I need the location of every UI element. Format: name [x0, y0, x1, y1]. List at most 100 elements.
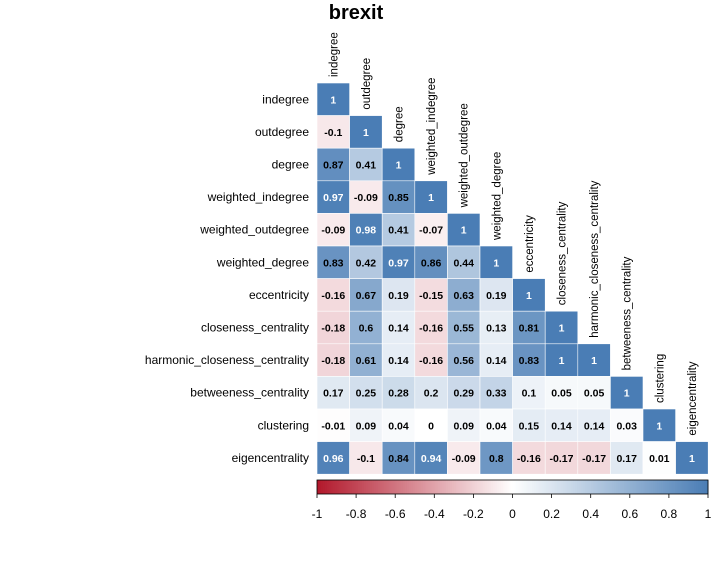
- column-label: eccentricity: [524, 215, 536, 273]
- column-label: outdegree: [361, 58, 373, 110]
- heatmap-cell: [577, 343, 611, 377]
- row-label: eigencentrality: [232, 451, 309, 465]
- column-label: closeness_centrality: [557, 201, 569, 305]
- cell-value-label: 0.05: [551, 388, 572, 400]
- colorbar-segment: [463, 480, 467, 494]
- colorbar-segment: [440, 480, 443, 494]
- heatmap-cell: [349, 278, 383, 312]
- colorbar-segment: [608, 480, 611, 494]
- colorbar-segment: [618, 480, 621, 494]
- heatmap-cell: [349, 376, 383, 410]
- colorbar-segment: [645, 480, 648, 494]
- row-label: weighted_degree: [216, 255, 309, 269]
- column-labels: indegree outdegree degree weighted_indegree…: [328, 32, 699, 435]
- cell-value-label: 0.14: [584, 420, 605, 432]
- colorbar-segment: [557, 480, 560, 494]
- colorbar-segment: [404, 480, 408, 494]
- colorbar-segment: [514, 480, 517, 494]
- colorbar-segment: [594, 480, 598, 494]
- cell-value-label: 0.09: [453, 420, 474, 432]
- heatmap-cell: [479, 245, 513, 279]
- colorbar-segment: [438, 480, 441, 494]
- colorbar-segment: [444, 480, 447, 494]
- colorbar-segment: [578, 480, 582, 494]
- colorbar-segment: [403, 480, 406, 494]
- colorbar-segment: [631, 480, 635, 494]
- cell-value-label: 1: [428, 192, 434, 204]
- colorbar-segment: [614, 480, 617, 494]
- cell-value-label: -0.16: [321, 290, 345, 302]
- colorbar-segment: [641, 480, 644, 494]
- cell-value-label: 0.81: [519, 323, 540, 335]
- colorbar-segment: [555, 480, 558, 494]
- colorbar-segment: [471, 480, 474, 494]
- heatmap-cell: [414, 278, 448, 312]
- cell-value-label: 1: [624, 388, 630, 400]
- colorbar-segment: [524, 480, 527, 494]
- colorbar-segment: [338, 480, 341, 494]
- column-label: harmonic_closeness_centrality: [589, 180, 601, 337]
- colorbar-segment: [688, 480, 691, 494]
- cell-value-label: 0.97: [323, 192, 344, 204]
- colorbar-tick-label: 1: [705, 507, 712, 521]
- colorbar-segment: [467, 480, 470, 494]
- heatmap-cell: [479, 343, 513, 377]
- column-label: degree: [394, 106, 406, 142]
- colorbar-segment: [424, 480, 427, 494]
- colorbar-segment: [545, 480, 549, 494]
- cell-value-label: 0.67: [356, 290, 377, 302]
- heatmap-cell: [447, 376, 481, 410]
- colorbar-segment: [596, 480, 600, 494]
- colorbar-segment: [406, 480, 410, 494]
- colorbar-segment: [377, 480, 381, 494]
- colorbar-segment: [412, 480, 416, 494]
- cell-value-label: 0.29: [453, 388, 474, 400]
- heatmap-cell: [577, 376, 611, 410]
- colorbar-segment: [385, 480, 388, 494]
- heatmap-cell: [479, 441, 513, 475]
- colorbar-segment: [657, 480, 660, 494]
- colorbar-segment: [320, 480, 324, 494]
- colorbar-segment: [659, 480, 662, 494]
- heatmap-cell: [316, 408, 350, 442]
- cell-value-label: 0.97: [388, 257, 409, 269]
- heatmap-cell: [381, 245, 416, 279]
- colorbar-segment: [324, 480, 328, 494]
- colorbar-segment: [610, 480, 613, 494]
- heatmap-cell: [316, 278, 350, 312]
- colorbar-segment: [461, 480, 465, 494]
- cell-value-label: -0.09: [452, 453, 476, 465]
- colorbar-segment: [363, 480, 367, 494]
- colorbar-segment: [383, 480, 386, 494]
- colorbar-segment: [336, 480, 340, 494]
- colorbar-segment: [490, 480, 494, 494]
- colorbar-segment: [647, 480, 650, 494]
- colorbar-segment: [365, 480, 369, 494]
- colorbar-segment: [600, 480, 603, 494]
- row-label: weighted_indegree: [207, 190, 310, 204]
- colorbar-segment: [483, 480, 486, 494]
- cell-value-label: 0.03: [616, 420, 637, 432]
- colorbar-segment: [559, 480, 562, 494]
- row-label: outdegree: [255, 125, 309, 139]
- column-label: weighted_indegree: [426, 78, 438, 176]
- cell-value-label: 1: [396, 160, 402, 172]
- colorbar-segment: [575, 480, 578, 494]
- colorbar-segment: [500, 480, 504, 494]
- colorbar-segment: [510, 480, 513, 494]
- colorbar-segment: [571, 480, 574, 494]
- cell-value-label: 0.1: [522, 388, 537, 400]
- heatmap-cell: [316, 82, 350, 116]
- heatmap-cell: [447, 245, 481, 279]
- colorbar-segment: [674, 480, 678, 494]
- colorbar-segment: [389, 480, 392, 494]
- colorbar-segment: [512, 480, 515, 494]
- cell-value-label: 0.04: [486, 420, 507, 432]
- cell-value-label: 0.17: [616, 453, 637, 465]
- cell-value-label: 0.42: [356, 257, 377, 269]
- colorbar-segment: [666, 480, 670, 494]
- cell-value-label: 0.85: [388, 192, 409, 204]
- colorbar-tick-label: -0.8: [346, 507, 367, 521]
- colorbar-tick-label: 0.4: [582, 507, 599, 521]
- colorbar-segment: [633, 480, 637, 494]
